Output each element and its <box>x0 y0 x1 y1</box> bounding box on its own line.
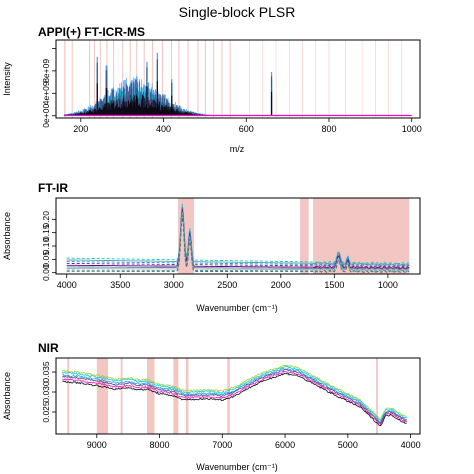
nir-series-line <box>62 367 408 424</box>
ms-x-axis-label: m/z <box>230 144 245 154</box>
ms-x-tick-label: 600 <box>239 124 254 134</box>
ms-highlight-band <box>178 40 180 118</box>
ms-panel-title: APPI(+) FT-ICR-MS <box>38 25 145 39</box>
ms-x-tick-label: 400 <box>156 124 171 134</box>
ftir-x-tick-label: 2500 <box>217 280 237 290</box>
ms-y-tick-label: 8e+09 <box>41 59 51 83</box>
ftir-x-tick-label: 2000 <box>271 280 291 290</box>
ftir-series-line <box>66 208 410 269</box>
nir-series-line <box>62 370 407 426</box>
ms-y-tick-label: 0e+00 <box>41 104 51 128</box>
nir-y-tick-label: 0.025 <box>41 401 51 423</box>
ftir-y-tick-label: 0.15 <box>41 224 51 241</box>
ftir-panel: 4000 3500 3000 2500 2000 1500 1000 0.000.050.10… <box>2 181 421 313</box>
ms-highlight-band <box>94 40 96 118</box>
ftir-highlight-band <box>300 198 309 274</box>
ftir-panel-title: FT-IR <box>38 181 68 195</box>
nir-x-tick-label: 6000 <box>275 440 295 450</box>
ftir-series-line <box>66 215 410 274</box>
nir-plot-frame <box>55 357 421 435</box>
ftir-x-tick-label: 3500 <box>110 280 130 290</box>
ftir-plot-frame <box>55 197 421 275</box>
ftir-series-line <box>66 210 410 270</box>
nir-y-tick-label: 0.035 <box>41 361 51 383</box>
nir-series-line <box>62 373 407 427</box>
ftir-series-line <box>66 205 410 266</box>
ftir-y-tick-label: 0.20 <box>41 211 51 228</box>
figure-title: Single-block PLSR <box>179 4 296 20</box>
ms-x-tick-label: 800 <box>321 124 336 134</box>
nir-x-tick-label: 5000 <box>338 440 358 450</box>
nir-x-axis-label: Wavenumber (cm⁻¹) <box>196 462 277 472</box>
ms-highlight-band <box>204 40 206 118</box>
ftir-y-tick-label: 0.10 <box>41 237 51 254</box>
ftir-highlight-band <box>312 198 410 274</box>
ms-highlight-band <box>197 40 199 118</box>
nir-x-tick-label: 4000 <box>401 440 421 450</box>
nir-series-line <box>61 364 407 421</box>
ms-y-tick-label: 4e+09 <box>41 81 51 105</box>
nir-highlight-band <box>147 358 155 434</box>
nir-series-line <box>61 368 407 425</box>
nir-highlight-band <box>67 358 70 434</box>
ftir-x-tick-label: 1500 <box>324 280 344 290</box>
ftir-plot-area <box>66 198 410 274</box>
nir-y-tick-label: 0.030 <box>41 381 51 403</box>
ftir-x-tick-label: 4000 <box>57 280 77 290</box>
ms-highlight-band <box>213 40 215 118</box>
nir-highlight-band <box>376 358 378 434</box>
ms-highlight-band <box>89 40 91 118</box>
ftir-series-line <box>66 206 410 267</box>
ftir-series-line <box>66 212 410 272</box>
ms-highlight-band <box>187 40 189 118</box>
ms-x-tick-label: 1000 <box>402 124 422 134</box>
ms-highlight-band <box>151 40 153 118</box>
nir-highlight-band <box>96 358 109 434</box>
ftir-series-line <box>66 203 410 265</box>
ms-highlight-band <box>113 40 115 118</box>
ftir-x-tick-label: 1000 <box>378 280 398 290</box>
ms-highlight-band <box>170 40 172 118</box>
ftir-y-axis-label: Absorbance <box>2 212 12 260</box>
ftir-series-line <box>66 214 410 273</box>
ftir-y-tick-label: 0.00 <box>41 264 51 281</box>
nir-x-tick-label: 7000 <box>212 440 232 450</box>
ftir-x-axis-label: Wavenumber (cm⁻¹) <box>196 303 277 313</box>
ftir-y-tick-label: 0.05 <box>41 251 51 268</box>
ftir-x-tick-label: 3000 <box>164 280 184 290</box>
ms-highlight-band <box>129 40 131 118</box>
ms-y-axis-label: Intensity <box>2 62 12 96</box>
ms-plot-area <box>63 40 412 118</box>
nir-series-line <box>61 365 407 422</box>
nir-x-tick-label: 9000 <box>87 440 107 450</box>
nir-panel-title: NIR <box>38 341 59 355</box>
ms-highlight-band <box>143 40 145 118</box>
ms-highlight-band <box>161 40 163 118</box>
nir-y-axis-label: Absorbance <box>2 372 12 420</box>
ms-highlight-band <box>221 40 223 118</box>
ms-highlight-band <box>229 40 231 118</box>
ms-x-tick-label: 200 <box>73 124 88 134</box>
ms-highlight-band <box>99 40 101 118</box>
nir-highlight-band <box>120 358 123 434</box>
ftir-series-line <box>66 211 410 271</box>
ms-highlight-band <box>64 40 66 118</box>
ms-highlight-band <box>71 40 73 118</box>
nir-plot-area <box>61 358 408 434</box>
ms-highlight-band <box>122 40 124 118</box>
nir-highlight-band <box>173 358 179 434</box>
ms-plot-frame <box>55 39 421 119</box>
nir-x-tick-label: 8000 <box>150 440 170 450</box>
